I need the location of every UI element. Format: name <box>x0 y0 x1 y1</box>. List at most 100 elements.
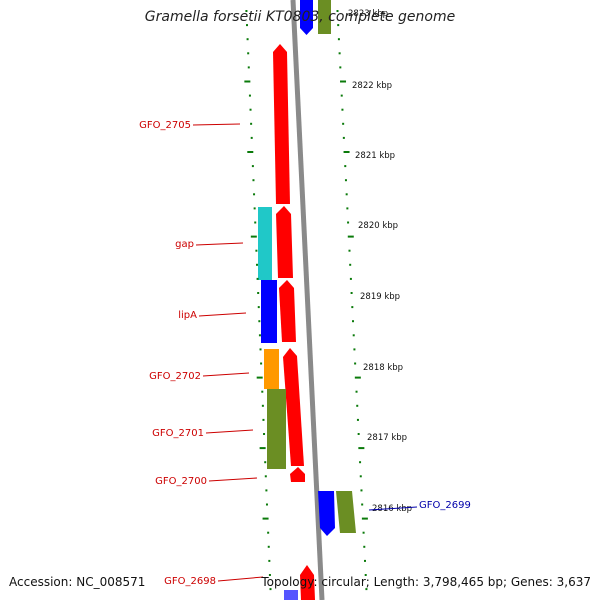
scale-label: 2818 kbp <box>363 363 403 373</box>
right-scale-tick <box>356 418 359 421</box>
scale-label: 2822 kbp <box>352 81 392 91</box>
right-scale-tick <box>361 517 368 520</box>
gene-label-leader <box>217 576 264 582</box>
right-scale-tick <box>337 24 340 27</box>
right-scale-tick <box>356 404 359 407</box>
right-scale-tick <box>354 376 361 379</box>
right-scale-tick <box>345 193 348 196</box>
cds-features <box>258 0 356 600</box>
right-scale-tick <box>362 531 365 534</box>
right-scale-tick <box>355 390 358 393</box>
left-scale-tick <box>256 376 263 379</box>
left-scale-tick <box>250 235 257 238</box>
gene-label-leader <box>208 477 258 482</box>
left-scale-tick <box>258 320 261 323</box>
left-scale-tick <box>250 122 253 125</box>
cds-orange <box>264 349 279 389</box>
right-scale-tick <box>343 151 350 153</box>
left-scale-tick <box>263 433 266 435</box>
left-scale-tick <box>250 136 253 139</box>
right-scale-tick <box>363 559 366 562</box>
left-scale-tick <box>256 277 259 280</box>
cds-blue-lipa <box>261 280 277 343</box>
left-scale-tick <box>253 193 256 196</box>
cds-gfo-2699-blue <box>318 491 335 536</box>
left-scale-tick <box>254 221 257 224</box>
accession-text: Accession: NC_008571 <box>9 575 146 589</box>
right-scale-tick <box>361 503 364 506</box>
right-scale-tick <box>349 277 352 280</box>
right-scale-tick <box>359 475 362 478</box>
left-scale-tick <box>247 151 254 153</box>
right-scale-tick <box>357 433 360 435</box>
right-scale-tick <box>338 52 341 55</box>
genome-backbone <box>290 0 325 600</box>
left-scale-tick <box>252 179 255 182</box>
right-scale-tick <box>342 136 345 139</box>
right-scale-tick <box>339 66 342 69</box>
left-scale-tick <box>259 348 262 351</box>
right-scale-tick <box>344 165 347 168</box>
right-scale-tick <box>352 334 355 337</box>
cds-top-blue <box>300 0 313 28</box>
gene-label: GFO_2702 <box>149 371 201 382</box>
left-scale-tick <box>248 94 251 97</box>
gene-label-leader <box>198 312 247 317</box>
gene-label-leader <box>205 429 254 434</box>
gene-label-leader <box>368 506 418 511</box>
cds-gfo-2700 <box>290 467 305 482</box>
scale-label: 2823 kbp <box>348 9 388 19</box>
cds-gfo-2699-olive <box>336 491 356 533</box>
gene-label: lipA <box>178 310 197 321</box>
right-scale-tick <box>347 235 354 238</box>
scale-label: 2821 kbp <box>355 151 395 161</box>
cds-olive-2701 <box>267 389 286 469</box>
left-scale-tick <box>258 334 261 337</box>
left-scale-tick <box>267 531 270 534</box>
gene-label: GFO_2700 <box>155 476 207 487</box>
left-scale-tick <box>261 390 264 393</box>
right-scale-tick <box>351 306 354 309</box>
map-title: Gramella forsetii KT0803, complete genom… <box>144 9 456 25</box>
left-scale-tick <box>247 52 250 55</box>
right-scale-tick <box>359 461 362 464</box>
right-scale-tick <box>353 348 356 351</box>
right-scale-tick <box>352 320 355 323</box>
cds-cyan <box>258 207 272 280</box>
cds-lipa <box>279 280 296 342</box>
left-scale-tick <box>267 545 270 548</box>
right-scale-tick <box>346 207 349 210</box>
left-scale-tick <box>259 447 266 450</box>
cds-top-olive <box>318 0 331 34</box>
gene-label-leader <box>202 372 250 377</box>
left-scale-tick <box>244 80 251 83</box>
left-scale-tick <box>264 461 267 464</box>
gene-label-leader <box>195 242 244 246</box>
left-scale-tick <box>269 588 272 591</box>
right-scale-tick <box>337 38 340 41</box>
cds-bottom-red <box>300 565 315 600</box>
scale-label: 2817 kbp <box>367 433 407 443</box>
scale-label: 2819 kbp <box>360 292 400 302</box>
right-scale-tick <box>363 545 366 548</box>
right-scale-tick <box>364 574 367 576</box>
right-scale-tick <box>344 179 347 182</box>
right-scale-tick <box>347 221 350 224</box>
right-scale-tick <box>365 588 368 591</box>
scale-labels: 2823 kbp 2822 kbp 2821 kbp 2820 kbp 2819 kbp… <box>348 9 412 514</box>
left-scale-tick <box>262 517 269 520</box>
left-scale-tick <box>268 574 271 576</box>
left-scale-tick <box>260 362 263 365</box>
gene-label: GFO_2701 <box>152 428 204 439</box>
right-scale-tick <box>340 80 347 83</box>
gene-label: GFO_2699 <box>419 500 471 511</box>
gene-label-leader <box>192 123 241 126</box>
gene-label: GFO_2698 <box>164 576 216 587</box>
left-scale-tick <box>255 263 258 266</box>
left-scale-tick <box>265 489 268 492</box>
gene-label: GFO_2705 <box>139 120 191 131</box>
left-scale-tick <box>262 418 265 421</box>
right-scale-tick <box>336 10 339 12</box>
gene-label: gap <box>175 239 194 250</box>
